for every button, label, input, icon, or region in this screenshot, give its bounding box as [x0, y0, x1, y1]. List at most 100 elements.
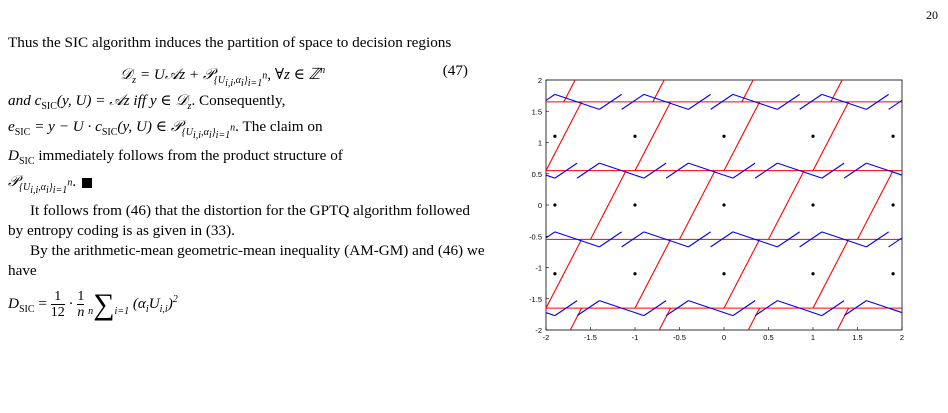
blue-region-edge	[576, 162, 600, 179]
blue-region-edge	[821, 300, 845, 317]
partition-lines	[504, 80, 934, 330]
red-boundary-diagonal	[546, 101, 583, 171]
blue-region-edge	[504, 239, 510, 247]
red-boundary-diagonal	[747, 307, 761, 330]
y-tick-label: -0.5	[529, 232, 542, 241]
blue-region-edge	[799, 231, 823, 248]
blue-region-edge	[799, 170, 823, 179]
blue-region-edge	[599, 162, 622, 172]
blue-region-edge	[576, 101, 600, 110]
equation-47-number: (47)	[442, 62, 468, 79]
red-boundary-diagonal	[590, 170, 627, 240]
blue-region-edge	[554, 93, 578, 103]
blue-region-edge	[754, 162, 778, 179]
blue-region-edge	[799, 307, 823, 317]
y-tick-label: 0.5	[532, 170, 542, 179]
lattice-point	[633, 134, 637, 138]
blue-region-edge	[665, 101, 689, 110]
lattice-point	[811, 134, 815, 138]
blue-region-edge	[911, 232, 933, 240]
y-tick-label: 1	[538, 139, 542, 148]
x-tick-label: 2	[900, 333, 904, 342]
blue-region-edge	[710, 93, 734, 110]
y-tick-label: 1.5	[532, 107, 542, 116]
lattice-point	[722, 272, 726, 276]
blue-region-edge	[888, 170, 902, 176]
blue-region-edge	[710, 170, 734, 179]
lattice-point	[553, 134, 557, 138]
blue-region-edge	[911, 163, 933, 178]
blue-region-edge	[576, 238, 600, 248]
blue-region-edge	[504, 301, 510, 316]
red-boundary-diagonal	[658, 307, 672, 330]
blue-region-edge	[754, 238, 778, 248]
lattice-points	[553, 134, 895, 276]
red-boundary-diagonal	[836, 307, 850, 330]
x-tick-label: -0.5	[673, 333, 686, 342]
lattice-point	[891, 272, 895, 276]
blue-region-edge	[866, 300, 889, 309]
blue-region-edge	[688, 93, 711, 110]
lattice-point	[811, 272, 815, 276]
lattice-point	[811, 203, 815, 207]
lattice-point	[891, 203, 895, 207]
red-boundary-diagonal	[723, 239, 761, 309]
blue-region-edge	[546, 174, 556, 179]
blue-region-edge	[777, 162, 800, 172]
blue-region-edge	[643, 300, 667, 317]
blue-region-edge	[866, 231, 889, 248]
blue-region-edge	[843, 300, 867, 317]
y-tick-label: -1.5	[529, 295, 542, 304]
blue-region-edge	[688, 300, 711, 309]
blue-region-edge	[843, 238, 867, 248]
blue-region-edge	[732, 93, 756, 103]
red-boundary-diagonal	[812, 101, 850, 171]
blue-region-edge	[576, 300, 600, 317]
blue-region-edge	[821, 93, 845, 103]
blue-region-edge	[933, 102, 934, 110]
blue-region-edge	[643, 93, 667, 103]
red-boundary-diagonal	[546, 239, 583, 309]
equation-47-body: 𝒟z = U𝒜z + 𝒫{Ui,i,αi}i=1n, ∀z ∈ ℤn	[120, 65, 326, 90]
qed-square	[82, 177, 93, 188]
blue-region-edge	[732, 300, 756, 317]
blue-region-edge	[888, 307, 902, 314]
consequence-paragraph: and cSIC(y, U) = 𝒜z iff y ∈ 𝒟z. Conseque…	[8, 92, 343, 197]
blue-region-edge	[504, 163, 510, 178]
y-tick-label: 2	[538, 76, 542, 85]
blue-region-edge	[599, 231, 622, 248]
blue-region-edge	[777, 93, 800, 110]
blue-region-edge	[621, 93, 645, 110]
blue-region-edge	[643, 231, 667, 240]
blue-region-edge	[732, 162, 756, 179]
page-number: 20	[926, 8, 938, 22]
blue-region-edge	[866, 162, 889, 172]
blue-region-edge	[546, 312, 556, 317]
blue-region-edge	[546, 231, 556, 239]
blue-region-edge	[599, 300, 622, 309]
lattice-point	[633, 203, 637, 207]
intro-paragraph: Thus the SIC algorithm induces the parti…	[8, 34, 452, 51]
blue-region-edge	[888, 237, 902, 248]
red-boundary-diagonal	[901, 169, 902, 171]
blue-region-edge	[866, 93, 889, 110]
blue-region-edge	[911, 94, 933, 102]
blue-region-edge	[933, 301, 934, 316]
red-boundary-diagonal	[812, 239, 850, 309]
y-tick-label: 0	[538, 201, 542, 210]
red-boundary-diagonal	[569, 307, 583, 330]
blue-region-edge	[546, 93, 556, 102]
red-boundary-diagonal	[768, 170, 805, 240]
red-boundary-diagonal	[634, 239, 672, 309]
red-boundary-diagonal	[723, 101, 761, 171]
red-boundary-diagonal	[830, 80, 843, 103]
red-boundary-diagonal	[504, 171, 537, 240]
red-boundary-diagonal	[901, 306, 902, 309]
blue-region-edge	[754, 101, 778, 110]
blue-region-edge	[843, 101, 867, 110]
blue-region-edge	[821, 162, 845, 179]
blue-region-edge	[888, 99, 902, 110]
blue-region-edge	[665, 162, 689, 179]
